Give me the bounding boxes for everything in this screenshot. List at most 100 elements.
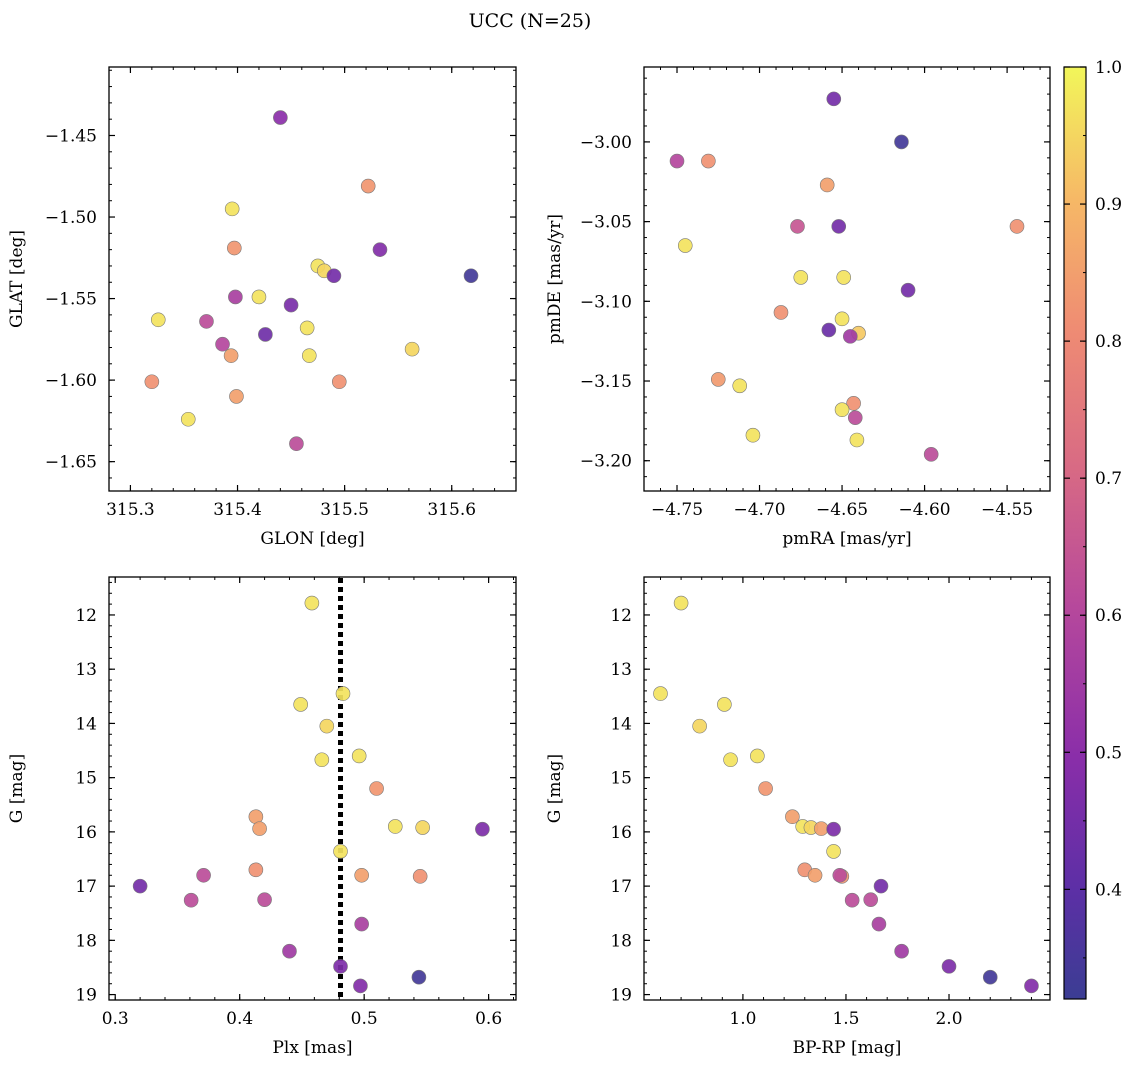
scatter-point	[415, 820, 430, 835]
x-tick-label: −4.55	[981, 500, 1033, 520]
x-tick-label: 2.0	[935, 1009, 962, 1029]
scatter-point	[333, 844, 348, 859]
scatter-point	[863, 892, 879, 907]
axes-frame	[108, 576, 517, 1001]
y-tick-label: 18	[75, 931, 97, 951]
x-tick-label: 1.0	[729, 1009, 756, 1029]
scatter-point	[773, 305, 789, 320]
x-tick-label: −4.60	[899, 500, 951, 520]
x-tick-label: 315.3	[106, 500, 155, 520]
y-tick-label: 14	[610, 714, 632, 734]
colorbar-tick-label: 0.5	[1095, 743, 1122, 763]
scatter-point	[335, 686, 351, 701]
y-tick-label: 17	[610, 877, 632, 897]
scatter-point	[894, 134, 909, 150]
scatter-point	[750, 748, 765, 764]
y-tick-label: 17	[75, 877, 97, 897]
colorbar-tick-label: 0.8	[1095, 332, 1122, 352]
colorbar-tick-label: 0.4	[1095, 880, 1122, 900]
scatter-point	[692, 718, 707, 734]
scatter-point	[849, 432, 865, 448]
scatter-point	[196, 867, 211, 883]
scatter-point	[229, 389, 244, 404]
scatter-point	[248, 862, 264, 878]
scatter-point	[653, 686, 668, 701]
y-axis-label: pmDE [mas/yr]	[545, 214, 565, 344]
colorbar-gradient	[1063, 66, 1087, 1000]
colorbar-tick-label: 1.0	[1095, 58, 1122, 78]
scatter-point	[846, 396, 861, 411]
scatter-point	[826, 821, 841, 837]
colorbar-ticks: 0.4 0.5 0.6 0.7 0.8 0.9 1.0	[1064, 58, 1122, 959]
scatter-point	[758, 781, 773, 796]
scatter-point	[475, 821, 490, 837]
scatter-point	[843, 329, 858, 344]
scatter-point	[144, 374, 160, 390]
scatter-point	[331, 374, 347, 390]
panel-3: 0.3 0.4 0.5 0.6 12 13 14 15 16 17 18 19 Plx [mas] G […	[7, 576, 517, 1058]
scatter-point	[351, 748, 367, 764]
scatter-point	[251, 289, 267, 305]
scatter-point	[836, 270, 851, 285]
scatter-point	[289, 436, 304, 452]
scatter-point	[785, 809, 800, 825]
scatter-point	[150, 312, 166, 328]
y-axis-label: GLAT [deg]	[7, 230, 27, 328]
scatter-point	[354, 867, 369, 883]
y-tick-label: 12	[75, 606, 97, 626]
x-tick-label: 0.6	[475, 1009, 502, 1029]
scatter-point	[941, 959, 957, 974]
panel-2: −4.75 −4.70 −4.65 −4.60 −4.55 −3.00 −3.05 −3.10…	[545, 66, 1051, 549]
scatter-point	[710, 372, 726, 387]
scatter-point	[831, 219, 847, 234]
axes-frame	[643, 576, 1051, 1001]
y-tick-label: −1.45	[45, 126, 97, 146]
scatter-point	[353, 978, 368, 994]
panel-4: 1.0 1.5 2.0 12 13 14 15 16 17 18 19 BP-RP [mag] G [m…	[545, 576, 1051, 1058]
scatter-point	[832, 867, 848, 883]
scatter-point	[299, 320, 315, 336]
colorbar-tick-label: 0.9	[1095, 195, 1122, 215]
scatter-point	[826, 844, 841, 859]
scatter-point	[807, 867, 823, 883]
scatter-point	[873, 878, 889, 894]
scatter-point	[224, 201, 240, 217]
scatter-point	[227, 240, 242, 256]
y-tick-label: −3.15	[580, 372, 632, 392]
y-tick-label: −3.05	[580, 213, 632, 233]
scatter-point	[223, 348, 239, 363]
scatter-point	[834, 311, 850, 327]
x-tick-label: 0.4	[226, 1009, 253, 1029]
x-tick-label: −4.70	[733, 500, 785, 520]
scatter-point	[301, 348, 317, 363]
scatter-point	[273, 110, 288, 125]
axes-frame	[643, 66, 1051, 492]
scatter-point	[257, 892, 272, 907]
scatter-point	[132, 878, 148, 894]
y-tick-label: 19	[75, 986, 97, 1006]
scatter-point	[293, 697, 308, 712]
scatter-point	[354, 916, 369, 932]
scatter-point	[1024, 978, 1039, 994]
y-tick-label: −3.20	[580, 452, 632, 472]
colorbar-tick-label: 0.7	[1095, 469, 1122, 489]
scatter-point	[732, 378, 748, 394]
x-axis-label: GLON [deg]	[260, 529, 364, 549]
y-tick-label: 13	[75, 660, 97, 680]
y-axis-label: G [mag]	[7, 754, 27, 823]
scatter-point	[821, 322, 837, 338]
y-tick-label: 12	[610, 606, 632, 626]
scatter-point	[701, 153, 716, 169]
scatter-point	[1009, 219, 1025, 234]
scatter-point	[387, 819, 403, 834]
scatter-point	[717, 697, 732, 712]
scatter-point	[333, 959, 348, 974]
scatter-point	[372, 242, 388, 257]
x-tick-label: 315.5	[320, 500, 369, 520]
scatter-point	[411, 969, 427, 985]
y-tick-label: −1.65	[45, 453, 97, 473]
panels: 315.3 315.4 315.5 315.6 −1.45 −1.50 −1.55 −1.60…	[7, 66, 1051, 1058]
scatter-point	[326, 268, 342, 284]
scatter-point	[180, 411, 196, 427]
scatter-point	[923, 447, 939, 462]
